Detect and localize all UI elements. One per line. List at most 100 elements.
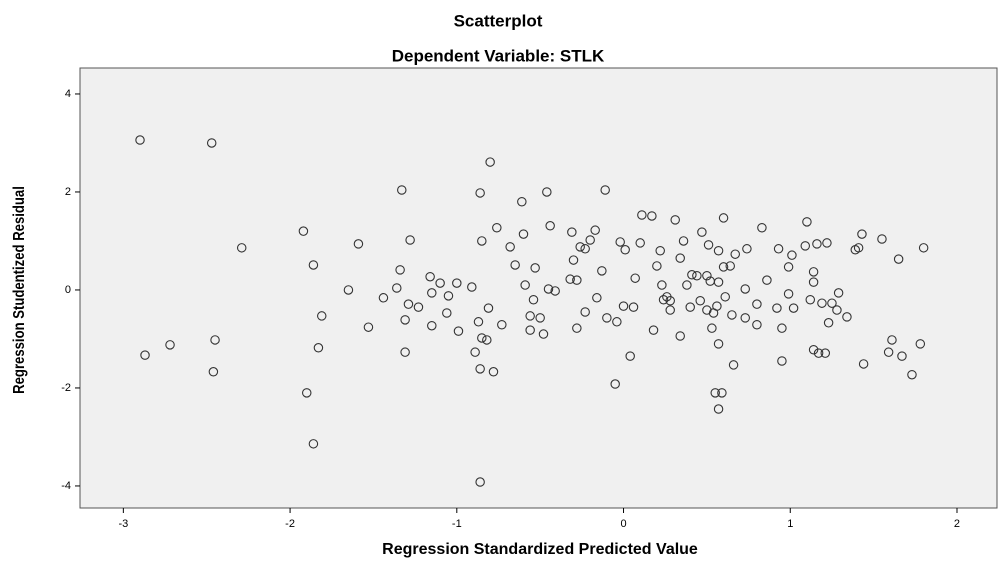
data-point bbox=[236, 243, 247, 253]
data-point bbox=[567, 227, 577, 237]
data-point bbox=[823, 318, 834, 328]
data-point bbox=[717, 388, 727, 398]
data-point bbox=[728, 360, 739, 370]
data-point bbox=[783, 262, 794, 272]
data-point bbox=[568, 255, 579, 265]
data-point bbox=[883, 347, 894, 357]
x-tick-label: -2 bbox=[285, 518, 295, 530]
data-point bbox=[572, 323, 582, 333]
chart-title: Scatterplot bbox=[454, 11, 543, 30]
data-point bbox=[565, 274, 575, 284]
x-tick-label: -1 bbox=[452, 518, 462, 530]
data-point bbox=[702, 305, 712, 315]
data-point bbox=[612, 317, 622, 327]
data-point bbox=[520, 280, 530, 290]
data-point bbox=[477, 236, 487, 246]
data-point bbox=[543, 284, 554, 294]
data-point bbox=[443, 291, 454, 301]
data-point bbox=[652, 261, 662, 271]
data-point bbox=[697, 227, 707, 237]
data-point bbox=[703, 240, 714, 250]
data-point bbox=[685, 302, 695, 312]
data-point bbox=[442, 308, 452, 318]
data-point bbox=[788, 303, 799, 313]
data-point bbox=[483, 303, 494, 313]
data-point bbox=[206, 138, 217, 148]
data-point bbox=[730, 249, 740, 259]
data-point bbox=[580, 244, 590, 254]
data-point bbox=[757, 222, 767, 233]
x-tick-label: 0 bbox=[620, 518, 626, 530]
data-point bbox=[615, 237, 625, 247]
data-point bbox=[477, 333, 487, 343]
y-tick-label: 2 bbox=[65, 186, 71, 198]
data-point bbox=[702, 271, 712, 281]
data-point bbox=[707, 323, 717, 333]
data-point bbox=[692, 271, 702, 281]
data-point bbox=[435, 278, 445, 288]
data-point bbox=[893, 254, 904, 264]
data-point bbox=[492, 222, 502, 233]
data-point bbox=[752, 319, 762, 330]
data-point bbox=[467, 282, 477, 292]
data-point bbox=[628, 302, 639, 312]
data-point bbox=[740, 284, 750, 294]
data-point bbox=[777, 323, 787, 333]
data-point bbox=[395, 265, 405, 275]
x-tick-label: -3 bbox=[118, 518, 128, 530]
data-point bbox=[510, 260, 520, 270]
data-point bbox=[787, 250, 797, 260]
data-point bbox=[812, 239, 822, 249]
data-point bbox=[777, 356, 787, 366]
data-point bbox=[308, 439, 319, 449]
data-point bbox=[400, 347, 410, 357]
data-point bbox=[473, 317, 484, 327]
data-point bbox=[665, 305, 675, 315]
data-point bbox=[853, 243, 864, 253]
data-point bbox=[655, 246, 665, 256]
data-point bbox=[762, 275, 772, 285]
data-point bbox=[545, 221, 555, 231]
x-tick-label: 1 bbox=[787, 518, 793, 530]
plot-background bbox=[79, 67, 998, 509]
data-point bbox=[301, 388, 312, 398]
data-point bbox=[618, 301, 629, 311]
data-point bbox=[808, 267, 819, 277]
data-point bbox=[590, 225, 600, 235]
data-point bbox=[727, 310, 737, 320]
data-point bbox=[657, 280, 667, 290]
data-point bbox=[482, 335, 492, 345]
data-point bbox=[475, 188, 485, 198]
data-point bbox=[425, 271, 435, 282]
data-point bbox=[658, 295, 669, 305]
data-points bbox=[135, 135, 929, 487]
data-point bbox=[630, 273, 640, 283]
x-tick-label: 2 bbox=[954, 518, 960, 530]
data-point bbox=[475, 477, 485, 487]
data-point bbox=[842, 312, 852, 322]
data-point bbox=[572, 275, 582, 285]
data-point bbox=[400, 315, 410, 325]
data-point bbox=[378, 293, 389, 303]
data-point bbox=[427, 288, 437, 298]
data-point bbox=[877, 234, 887, 244]
data-point bbox=[648, 325, 659, 335]
data-point bbox=[682, 280, 692, 290]
data-point bbox=[208, 367, 219, 377]
data-point bbox=[918, 243, 929, 253]
data-point bbox=[528, 295, 539, 305]
data-point bbox=[915, 339, 926, 349]
data-point bbox=[585, 235, 595, 245]
data-point bbox=[343, 285, 354, 295]
y-axis-label: Regression Studentized Residual bbox=[11, 186, 28, 394]
data-point bbox=[808, 277, 819, 287]
data-point bbox=[740, 313, 750, 323]
data-point bbox=[800, 241, 811, 251]
data-point bbox=[542, 187, 552, 197]
data-point bbox=[625, 351, 635, 361]
data-point bbox=[210, 335, 220, 345]
data-point bbox=[353, 239, 364, 249]
data-point bbox=[475, 364, 485, 374]
data-point bbox=[620, 245, 630, 255]
